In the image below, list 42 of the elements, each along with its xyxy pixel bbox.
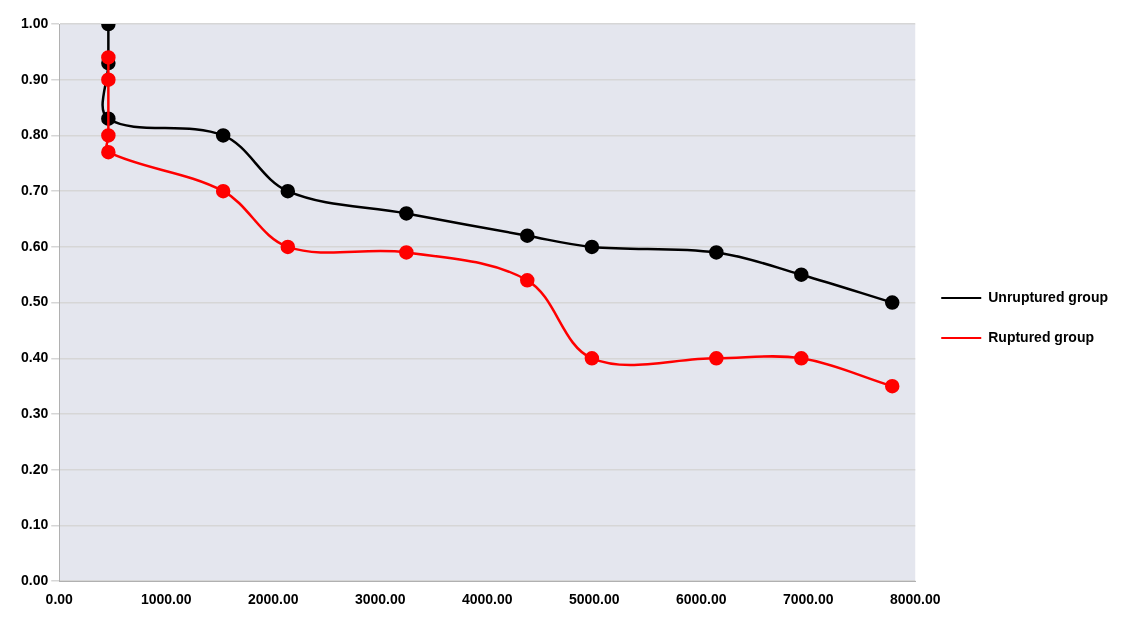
- x-tick-label: 8000.00: [889, 591, 941, 608]
- point: [709, 351, 724, 366]
- point: [884, 295, 900, 310]
- y-tick-label: 0.30: [21, 404, 49, 421]
- x-tick-label: 1000.00: [140, 591, 192, 608]
- point: [215, 183, 231, 199]
- y-tick-label: 1.00: [21, 14, 49, 31]
- y-tick-label: 0.00: [21, 572, 49, 589]
- point: [709, 245, 724, 260]
- y-tick-label: 0.10: [21, 516, 49, 533]
- point: [794, 351, 809, 366]
- y-tick-label: 0.50: [21, 293, 49, 310]
- x-tick-label: 3000.00: [354, 591, 406, 608]
- point: [794, 267, 809, 282]
- point: [884, 378, 900, 394]
- point: [520, 273, 535, 288]
- y-tick-label: 0.40: [21, 349, 49, 366]
- point: [399, 206, 414, 221]
- legend-label: Ruptured group: [988, 328, 1095, 345]
- point: [399, 245, 414, 260]
- point: [101, 128, 116, 143]
- point: [280, 183, 296, 199]
- x-tick-label: 7000.00: [782, 591, 834, 608]
- y-tick-label: 0.20: [21, 460, 49, 477]
- point: [584, 239, 600, 255]
- point: [584, 351, 600, 366]
- point: [280, 239, 296, 255]
- x-tick-label: 0.00: [45, 591, 74, 608]
- legend-label: Unruptured group: [988, 288, 1109, 305]
- y-tick-label: 0.70: [21, 182, 49, 199]
- x-tick-label: 2000.00: [247, 591, 299, 608]
- point: [215, 128, 231, 143]
- y-tick-label: 0.60: [21, 237, 49, 254]
- x-tick-label: 4000.00: [461, 591, 513, 608]
- point: [101, 144, 116, 160]
- y-tick-label: 0.80: [21, 126, 49, 143]
- x-tick-label: 5000.00: [568, 591, 620, 608]
- x-tick-label: 6000.00: [675, 591, 727, 608]
- point: [101, 72, 116, 87]
- point: [520, 228, 535, 243]
- y-tick-label: 0.90: [21, 70, 49, 87]
- point: [101, 50, 116, 65]
